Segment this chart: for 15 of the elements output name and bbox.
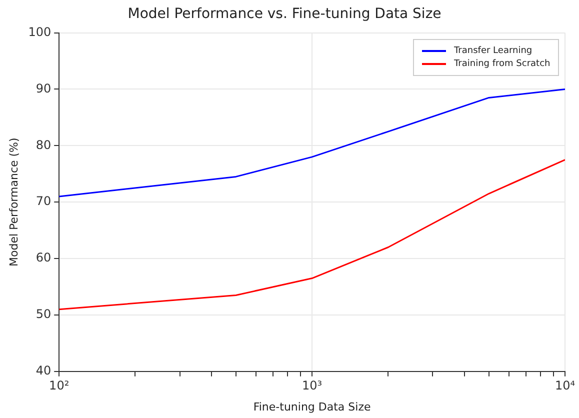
y-tick-label: 60 xyxy=(36,250,52,265)
y-tick-label: 80 xyxy=(36,138,52,152)
y-tick-label: 50 xyxy=(36,307,52,322)
y-tick-label: 70 xyxy=(36,194,52,208)
legend-label: Training from Scratch xyxy=(454,58,550,69)
chart-title: Model Performance vs. Fine-tuning Data Size xyxy=(128,6,442,22)
y-tick-label: 100 xyxy=(28,24,52,39)
y-tick-label: 90 xyxy=(36,81,52,96)
x-tick-label: 10² xyxy=(49,378,70,393)
x-axis-title: Fine-tuning Data Size xyxy=(253,400,371,414)
y-tick-label: 40 xyxy=(36,364,52,378)
x-tick-label: 10³ xyxy=(302,378,322,393)
legend-label: Transfer Learning xyxy=(454,46,532,56)
x-tick-label: 10⁴ xyxy=(554,378,576,393)
y-axis-title: Model Performance (%) xyxy=(7,138,20,266)
